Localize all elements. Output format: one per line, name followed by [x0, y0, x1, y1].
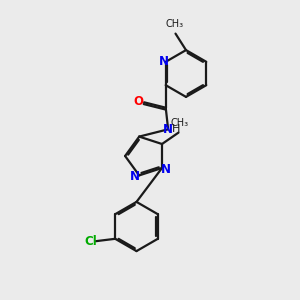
Text: N: N	[160, 163, 171, 176]
Text: N: N	[130, 170, 140, 183]
Text: N: N	[159, 55, 169, 68]
Text: O: O	[134, 95, 144, 108]
Text: Cl: Cl	[84, 235, 97, 248]
Text: CH₃: CH₃	[166, 19, 184, 29]
Text: H: H	[172, 124, 181, 134]
Text: CH₃: CH₃	[170, 118, 188, 128]
Text: N: N	[163, 123, 172, 136]
